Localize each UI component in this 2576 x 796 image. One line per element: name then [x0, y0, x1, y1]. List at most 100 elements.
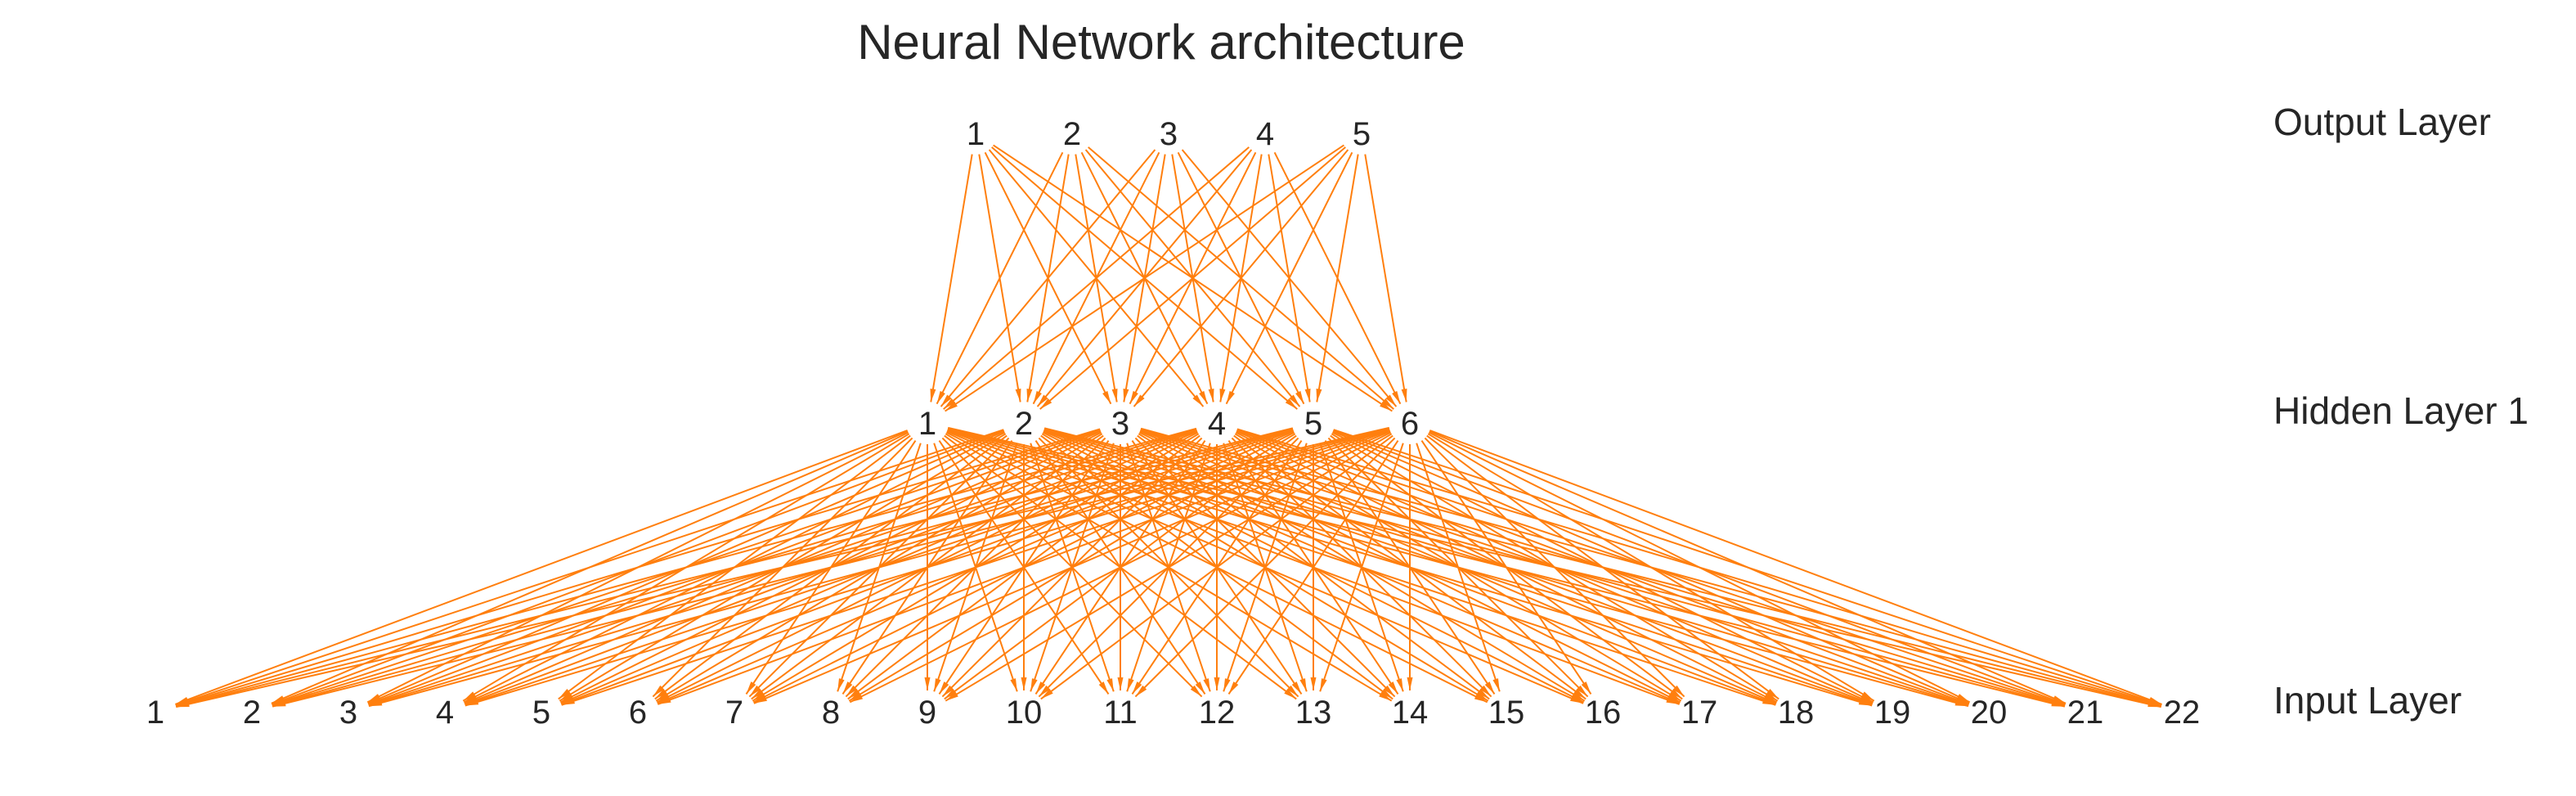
hidden-1-node-2: 2: [1015, 406, 1033, 442]
edge-l0-n6-to-l1-n3-arrowhead: [656, 691, 669, 701]
edge-l0-n18-to-l1-n1: [947, 429, 1776, 706]
edge-l0-n9-to-l1-n4-arrowhead: [942, 685, 954, 697]
edge-l1-n4-to-l2-n5-arrowhead: [1226, 390, 1235, 404]
edge-l0-n10-to-l1-n3-arrowhead: [1030, 678, 1038, 692]
input-node-18: 18: [1778, 695, 1815, 731]
edge-l0-n14-to-l1-n2-arrowhead: [1380, 689, 1393, 699]
input-node-20: 20: [1971, 695, 2008, 731]
edge-l1-n3-to-l2-n4-arrowhead: [1129, 390, 1138, 404]
edge-l0-n6-to-l1-n6-arrowhead: [657, 697, 671, 704]
edge-l0-n19-to-l1-n1: [947, 428, 1873, 707]
edge-l0-n11-to-l1-n4-arrowhead: [1127, 678, 1134, 692]
edge-l0-n4-to-l1-n2-arrowhead: [464, 694, 478, 703]
edge-l1-n6-to-l2-n5-arrowhead: [1401, 389, 1407, 402]
input-node-11: 11: [1103, 695, 1138, 731]
edge-l0-n13-to-l1-n3-arrowhead: [1291, 681, 1302, 695]
input-node-1: 1: [146, 695, 164, 731]
edge-l0-n12-to-l1-n4-arrowhead: [1214, 677, 1220, 690]
edge-l0-n13-to-l1-n1: [944, 434, 1297, 700]
output-node-2: 2: [1063, 116, 1081, 152]
hidden-1-node-4: 4: [1208, 406, 1226, 442]
edge-l1-n6-to-l2-n2-arrowhead: [1381, 398, 1394, 410]
edge-l0-n6-to-l1-n1: [652, 437, 913, 698]
layer-label-output: Output Layer: [2273, 101, 2491, 143]
edge-l0-n11-to-l1-n2-arrowhead: [1106, 678, 1114, 692]
input-node-17: 17: [1681, 695, 1718, 731]
edge-l1-n1-to-l2-n5-arrowhead: [945, 401, 958, 411]
edge-l1-n6-to-l2-n1-arrowhead: [1380, 401, 1393, 411]
hidden-1-node-6: 6: [1401, 406, 1419, 442]
input-node-19: 19: [1874, 695, 1911, 731]
input-node-13: 13: [1295, 695, 1332, 731]
edge-l0-n19-to-l1-n6-arrowhead: [1861, 691, 1874, 701]
edge-l0-n1-to-l1-n6-arrowhead: [176, 701, 190, 708]
edge-l0-n5-to-l1-n6-arrowhead: [561, 698, 575, 705]
edge-l0-n10-to-l1-n2-arrowhead: [1021, 677, 1027, 690]
edge-l0-n14-to-l1-n3-arrowhead: [1383, 685, 1395, 697]
edge-l0-n16-to-l1-n5-arrowhead: [1576, 685, 1588, 697]
edge-l0-n2-to-l1-n1: [271, 430, 909, 704]
edge-l1-n1-to-l2-n3-arrowhead: [940, 394, 952, 407]
hidden-1-node-1: 1: [918, 406, 936, 442]
input-node-4: 4: [436, 695, 454, 731]
edge-l0-n7-to-l1-n3-arrowhead: [751, 689, 764, 699]
edge-l0-n13-to-l1-n5-arrowhead: [1310, 677, 1317, 690]
output-node-1: 1: [967, 116, 985, 152]
edge-l1-n1-to-l2-n1-arrowhead: [930, 389, 936, 402]
hidden-1-node-3: 3: [1111, 406, 1129, 442]
edge-l0-n12-to-l1-n6-arrowhead: [1228, 681, 1239, 695]
edge-l0-n17-to-l1-n1: [947, 429, 1680, 705]
input-node-6: 6: [629, 695, 647, 731]
edge-l0-n9-to-l1-n1-arrowhead: [924, 677, 931, 690]
output-node-4: 4: [1256, 116, 1274, 152]
edge-l0-n22-to-l1-n3: [1140, 427, 2162, 708]
edge-l0-n10-to-l1-n1: [933, 443, 1018, 692]
edge-l0-n12-to-l1-n2-arrowhead: [1195, 681, 1205, 695]
edge-l1-n2-to-l2-n3-arrowhead: [1033, 390, 1042, 404]
edge-l1-n5-to-l2-n1-arrowhead: [1285, 398, 1298, 410]
edge-l0-n3-to-l1-n1-arrowhead: [367, 694, 381, 703]
edge-l1-n1-to-l2-n2-arrowhead: [936, 390, 945, 404]
edge-l0-n5-to-l1-n2-arrowhead: [559, 691, 572, 701]
edge-l1-n4-to-l2-n2-arrowhead: [1199, 390, 1208, 404]
edge-l0-n6-to-l1-n1-arrowhead: [653, 685, 665, 697]
edge-l0-n8-to-l1-n6-arrowhead: [850, 694, 864, 703]
edge-l0-n20-to-l1-n6-arrowhead: [1956, 694, 1970, 703]
edge-l0-n11-to-l1-n3-arrowhead: [1117, 677, 1124, 690]
edge-l0-n17-to-l1-n6-arrowhead: [1672, 685, 1685, 697]
edge-l0-n6-to-l1-n4-arrowhead: [657, 694, 671, 703]
edge-l1-n4-to-l2-n4-arrowhead: [1219, 389, 1226, 402]
edge-l1-n2-to-l2-n1: [978, 154, 1021, 402]
edge-l1-n6-to-l2-n3-arrowhead: [1385, 394, 1397, 407]
edge-l0-n8-to-l1-n1-arrowhead: [837, 678, 845, 692]
edge-l0-n22-to-l1-n4: [1236, 428, 2162, 707]
edge-l0-n11-to-l1-n5-arrowhead: [1132, 681, 1142, 695]
edge-l0-n22-to-l1-n5: [1333, 429, 2162, 706]
edge-l0-n22-to-l1-n6: [1429, 429, 2162, 705]
edge-l1-n5-to-l2-n5-arrowhead: [1316, 389, 1322, 402]
edge-l0-n22-to-l1-n1: [948, 426, 2161, 708]
edge-l0-n15-to-l1-n4-arrowhead: [1479, 685, 1492, 697]
edge-l1-n3-to-l2-n2-arrowhead: [1111, 389, 1118, 402]
edge-l0-n13-to-l1-n2-arrowhead: [1286, 685, 1299, 697]
edge-l0-n7-to-l1-n4-arrowhead: [752, 691, 765, 701]
edge-l0-n7-to-l1-n1-arrowhead: [746, 681, 756, 695]
edge-l1-n6-to-l2-n3: [1181, 149, 1398, 407]
edge-l0-n7-to-l1-n6-arrowhead: [753, 695, 767, 704]
edge-l0-n21-to-l1-n1: [947, 427, 2066, 708]
edge-l0-n10-to-l1-n1-arrowhead: [1010, 678, 1017, 692]
edge-l0-n14-to-l1-n1: [945, 433, 1393, 702]
input-node-22: 22: [2164, 695, 2201, 731]
input-node-5: 5: [532, 695, 550, 731]
edge-l1-n6-to-l2-n4: [1273, 151, 1402, 405]
input-node-8: 8: [822, 695, 840, 731]
edge-l1-n4-to-l2-n1: [988, 149, 1205, 407]
edge-l0-n4-to-l1-n6-arrowhead: [464, 699, 479, 706]
layer-label-input: Input Layer: [2273, 679, 2462, 722]
edge-l1-n1-to-l2-n4-arrowhead: [943, 398, 956, 410]
edge-l0-n4-to-l1-n1: [462, 433, 910, 702]
edge-l0-n11-to-l1-n1-arrowhead: [1098, 681, 1109, 695]
edge-l1-n3-to-l2-n5-arrowhead: [1133, 394, 1145, 407]
edge-l0-n1-to-l1-n1: [175, 429, 908, 705]
